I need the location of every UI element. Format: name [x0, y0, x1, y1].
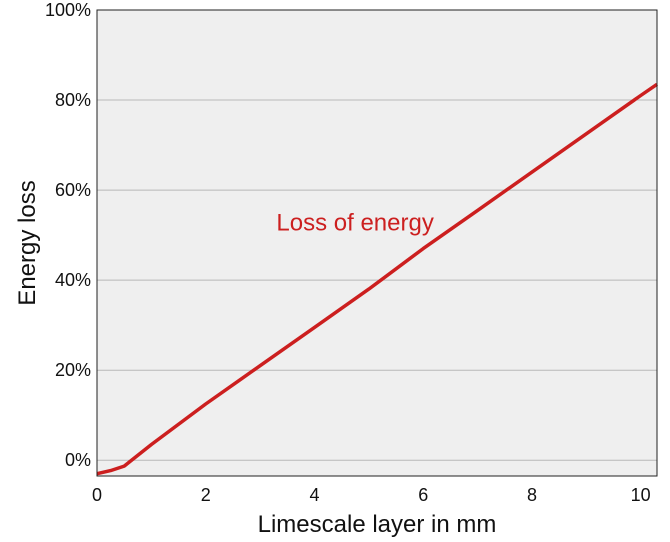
y-tick-label: 60% — [55, 180, 91, 200]
y-tick-label: 0% — [65, 450, 91, 470]
x-tick-label: 10 — [631, 485, 651, 505]
y-tick-label: 100% — [45, 0, 91, 20]
series-line — [96, 82, 658, 476]
y-tick-label: 80% — [55, 90, 91, 110]
x-tick-label: 4 — [309, 485, 319, 505]
x-tick-label: 2 — [201, 485, 211, 505]
x-axis-ticks: 0 2 4 6 8 10 — [92, 485, 651, 505]
x-tick-label: 6 — [418, 485, 428, 505]
gridlines — [97, 99, 657, 461]
plot-area — [97, 10, 657, 476]
y-tick-label: 20% — [55, 360, 91, 380]
y-axis-title: Energy loss — [14, 180, 41, 305]
x-tick-label: 0 — [92, 485, 102, 505]
y-tick-label: 40% — [55, 270, 91, 290]
x-axis-title: Limescale layer in mm — [258, 511, 497, 538]
y-axis-ticks: 0% 20% 40% 60% 80% 100% — [45, 0, 91, 470]
series-group — [96, 82, 658, 476]
x-tick-label: 8 — [527, 485, 537, 505]
plot-border — [96, 9, 658, 477]
series-annotation: Loss of energy — [276, 210, 433, 237]
